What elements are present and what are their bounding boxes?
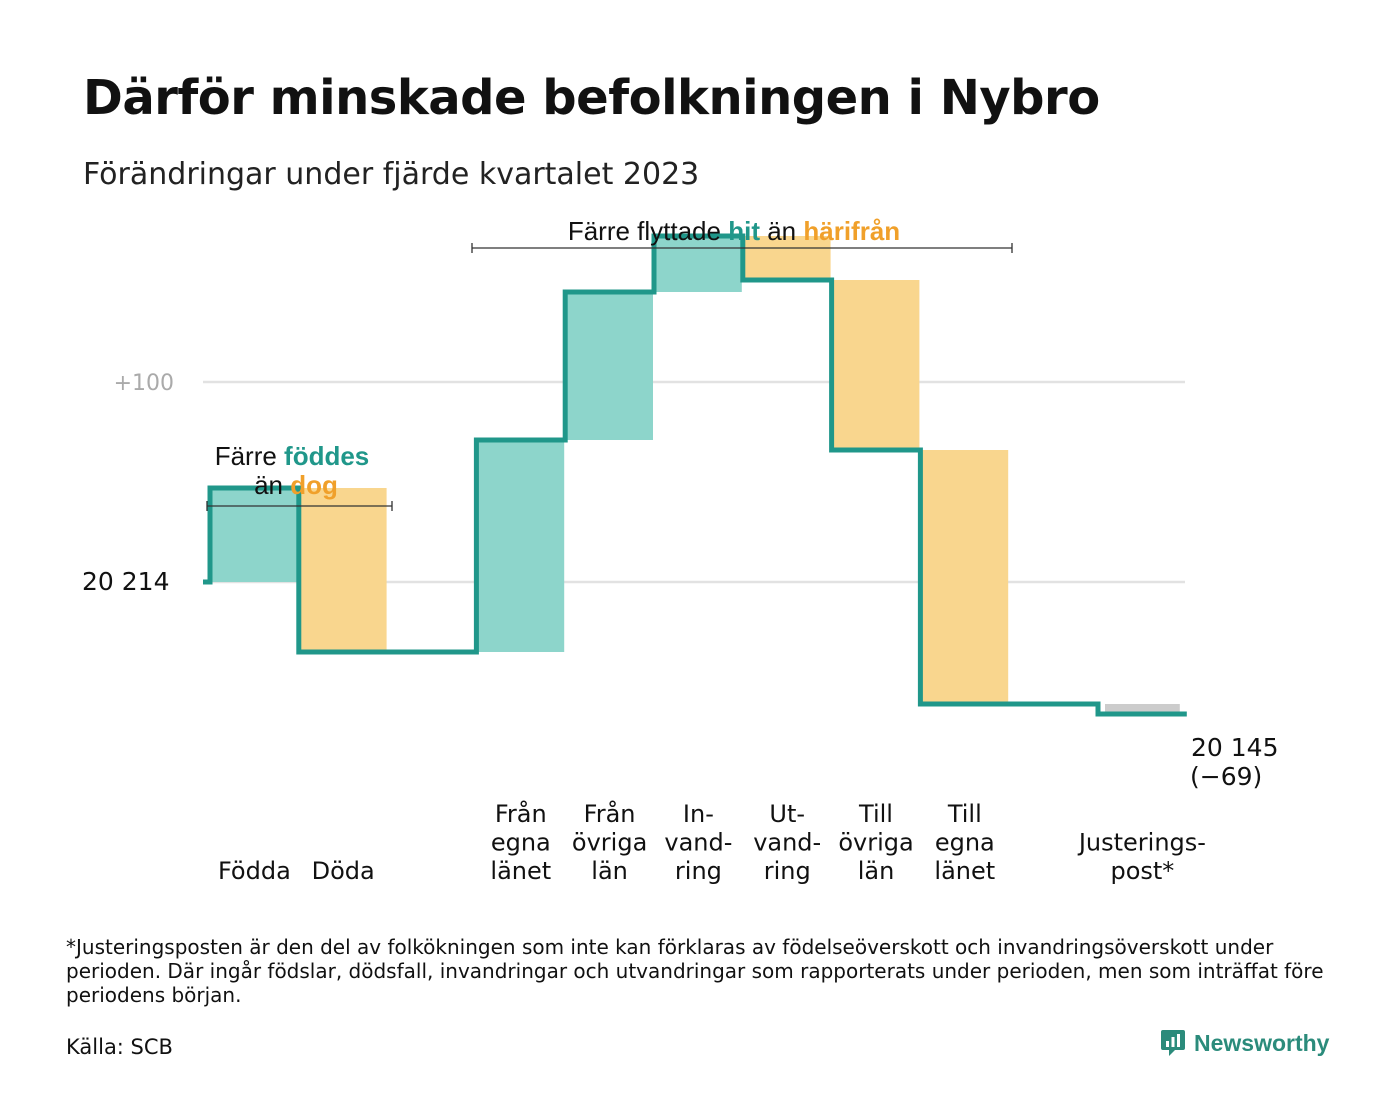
source-note: Källa: SCB xyxy=(66,1035,173,1059)
annotation-migration: Färre flyttade hit än härifrån xyxy=(568,216,900,246)
category-label: ring xyxy=(675,857,722,885)
waterfall-bar xyxy=(477,440,565,652)
category-label: vand- xyxy=(753,829,821,857)
category-label: Från xyxy=(584,799,636,828)
category-label: länet xyxy=(934,857,995,885)
waterfall-bar xyxy=(655,236,742,292)
waterfall-bar xyxy=(1105,704,1180,714)
category-label: län xyxy=(591,857,628,885)
waterfall-bar xyxy=(832,280,920,450)
waterfall-bar xyxy=(211,488,298,582)
category-label: Justerings- xyxy=(1077,829,1206,857)
category-label: Från xyxy=(495,799,547,828)
chart-subtitle: Förändringar under fjärde kvartalet 2023 xyxy=(83,157,700,192)
category-label: län xyxy=(858,857,895,885)
category-label: Ut- xyxy=(769,800,805,828)
waterfall-bar xyxy=(566,292,653,440)
waterfall-bar xyxy=(743,236,831,280)
category-label: Döda xyxy=(312,857,375,885)
category-label: egna xyxy=(935,829,995,857)
start-value-label: 20 214 xyxy=(82,567,169,596)
end-value-label: 20 145 xyxy=(1191,733,1278,762)
chart-title: Därför minskade befolkningen i Nybro xyxy=(83,70,1100,126)
footnote: *Justeringsposten är den del av folkökni… xyxy=(66,935,1324,1007)
category-label: egna xyxy=(491,829,551,857)
category-label: post* xyxy=(1110,857,1174,885)
cumulative-line xyxy=(203,233,1187,717)
category-label: ring xyxy=(764,857,811,885)
annotation-births-deaths: Färre föddes xyxy=(215,441,370,471)
category-label: länet xyxy=(490,857,551,885)
newsworthy-logo-icon xyxy=(1161,1030,1185,1056)
category-label: övriga xyxy=(838,829,913,857)
category-label: övriga xyxy=(572,829,647,857)
waterfall-bar xyxy=(921,450,1009,704)
category-label: In- xyxy=(683,800,714,828)
category-label: vand- xyxy=(664,829,732,857)
category-label: Födda xyxy=(218,857,291,885)
waterfall-bar xyxy=(299,488,387,652)
brand-name: Newsworthy xyxy=(1194,1029,1330,1056)
y-tick-label: +100 xyxy=(114,371,174,396)
annotation-births-deaths-line2: än dog xyxy=(254,470,338,500)
brand-logo: Newsworthy xyxy=(1160,1028,1329,1058)
category-label: Till xyxy=(858,800,893,828)
category-label: Till xyxy=(947,800,982,828)
change-label: (−69) xyxy=(1190,762,1262,791)
